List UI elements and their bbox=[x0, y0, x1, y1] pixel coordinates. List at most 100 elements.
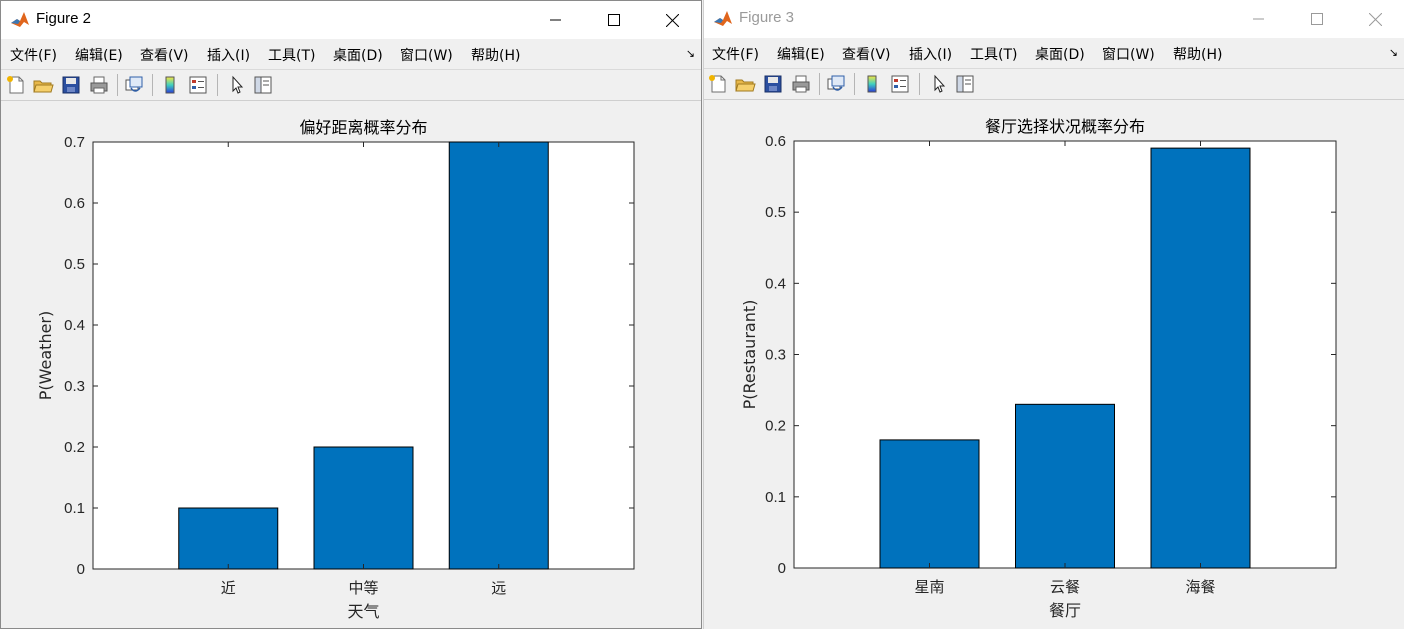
new-file-icon[interactable] bbox=[5, 74, 27, 96]
new-file-icon[interactable] bbox=[707, 73, 729, 95]
minimize-button[interactable] bbox=[1230, 0, 1288, 38]
print-icon[interactable] bbox=[790, 73, 812, 95]
menu-desktop[interactable]: 桌面(D) bbox=[333, 48, 383, 64]
toolbar-separator bbox=[819, 73, 820, 95]
y-tick-label: 0.1 bbox=[765, 489, 786, 506]
menu-tools[interactable]: 工具(T) bbox=[268, 48, 316, 64]
menu-view[interactable]: 查看(V) bbox=[842, 47, 891, 63]
menu-file[interactable]: 文件(F) bbox=[712, 47, 759, 63]
menu-help[interactable]: 帮助(H) bbox=[471, 48, 521, 64]
y-tick-label: 0.6 bbox=[765, 133, 786, 150]
window-title: Figure 2 bbox=[36, 10, 92, 27]
menu-insert[interactable]: 插入(I) bbox=[909, 47, 953, 63]
menu-tools[interactable]: 工具(T) bbox=[970, 47, 1018, 63]
y-tick-label: 0.5 bbox=[765, 204, 786, 221]
legend-icon[interactable] bbox=[187, 74, 209, 96]
bar[interactable] bbox=[448, 141, 549, 570]
maximize-icon bbox=[608, 14, 620, 26]
dock-arrow-icon[interactable]: ↘ bbox=[1388, 46, 1398, 59]
save-icon[interactable] bbox=[762, 73, 784, 95]
chart-title: 偏好距离概率分布 bbox=[299, 118, 427, 137]
menu-window[interactable]: 窗口(W) bbox=[400, 48, 453, 64]
minimize-button[interactable] bbox=[527, 1, 585, 39]
menu-edit[interactable]: 编辑(E) bbox=[75, 48, 123, 64]
menu-help[interactable]: 帮助(H) bbox=[1173, 47, 1223, 63]
y-tick-label: 0.5 bbox=[64, 256, 85, 273]
bar[interactable] bbox=[1150, 147, 1251, 569]
bar[interactable] bbox=[313, 446, 414, 570]
y-tick-label: 0 bbox=[77, 561, 85, 578]
y-tick-label: 0.3 bbox=[64, 378, 85, 395]
close-icon bbox=[665, 13, 679, 27]
menu-desktop[interactable]: 桌面(D) bbox=[1035, 47, 1085, 63]
y-tick-label: 0.4 bbox=[64, 317, 85, 334]
y-tick-label: 0.6 bbox=[64, 195, 85, 212]
title-bar[interactable]: Figure 3 bbox=[704, 0, 1404, 38]
toolbar-separator bbox=[217, 74, 218, 96]
x-tick-label: 海餐 bbox=[1185, 578, 1215, 596]
x-tick-label: 近 bbox=[221, 579, 236, 597]
maximize-button[interactable] bbox=[1288, 0, 1346, 38]
toolbar-separator bbox=[854, 73, 855, 95]
open-folder-icon[interactable] bbox=[32, 74, 54, 96]
x-tick-label: 中等 bbox=[348, 579, 378, 597]
matlab-logo-icon bbox=[11, 12, 29, 27]
figure-window: Figure 3 文件(F) 编辑(E) 查看(V) 插入(I) 工具(T) 桌… bbox=[703, 0, 1404, 629]
x-tick-label: 远 bbox=[491, 579, 506, 597]
menu-bar: 文件(F) 编辑(E) 查看(V) 插入(I) 工具(T) 桌面(D) 窗口(W… bbox=[1, 39, 701, 70]
property-editor-icon[interactable] bbox=[954, 73, 976, 95]
pointer-arrow-icon[interactable] bbox=[226, 74, 248, 96]
toolbar-separator bbox=[117, 74, 118, 96]
menu-edit[interactable]: 编辑(E) bbox=[777, 47, 825, 63]
y-tick-label: 0.1 bbox=[64, 500, 85, 517]
y-tick-label: 0.3 bbox=[765, 347, 786, 364]
link-axes-icon[interactable] bbox=[123, 74, 145, 96]
close-icon bbox=[1368, 12, 1382, 26]
bar[interactable] bbox=[1015, 403, 1115, 569]
menu-file[interactable]: 文件(F) bbox=[10, 48, 57, 64]
menu-insert[interactable]: 插入(I) bbox=[207, 48, 251, 64]
y-axis-label: P(Restaurant) bbox=[740, 300, 759, 410]
x-axis-label: 天气 bbox=[347, 602, 379, 621]
toolbar-separator bbox=[152, 74, 153, 96]
print-icon[interactable] bbox=[88, 74, 110, 96]
open-folder-icon[interactable] bbox=[734, 73, 756, 95]
x-tick-label: 云餐 bbox=[1050, 578, 1080, 596]
minimize-icon bbox=[1253, 18, 1264, 20]
bar[interactable] bbox=[178, 507, 279, 570]
toolbar bbox=[704, 69, 1404, 100]
close-button[interactable] bbox=[1346, 0, 1404, 38]
y-tick-label: 0.2 bbox=[765, 418, 786, 435]
property-editor-icon[interactable] bbox=[252, 74, 274, 96]
minimize-icon bbox=[550, 19, 561, 21]
toolbar-separator bbox=[919, 73, 920, 95]
y-tick-label: 0.4 bbox=[765, 275, 786, 292]
figure-window: Figure 2 文件(F) 编辑(E) 查看(V) 插入(I) 工具(T) 桌… bbox=[0, 0, 702, 629]
legend-icon[interactable] bbox=[889, 73, 911, 95]
y-tick-label: 0 bbox=[778, 560, 786, 577]
pointer-arrow-icon[interactable] bbox=[928, 73, 950, 95]
menu-view[interactable]: 查看(V) bbox=[140, 48, 189, 64]
close-button[interactable] bbox=[643, 1, 701, 39]
x-tick-label: 星南 bbox=[914, 578, 944, 596]
dock-arrow-icon[interactable]: ↘ bbox=[685, 47, 695, 60]
y-tick-label: 0.2 bbox=[64, 439, 85, 456]
menu-window[interactable]: 窗口(W) bbox=[1102, 47, 1155, 63]
matlab-logo-icon bbox=[714, 11, 732, 26]
toolbar bbox=[1, 70, 701, 101]
window-title: Figure 3 bbox=[739, 9, 795, 26]
x-axis-label: 餐厅 bbox=[1049, 601, 1081, 620]
maximize-button[interactable] bbox=[585, 1, 643, 39]
y-axis-label: P(Weather) bbox=[36, 311, 55, 401]
colorbar-icon[interactable] bbox=[861, 73, 883, 95]
link-axes-icon[interactable] bbox=[825, 73, 847, 95]
chart-title: 餐厅选择状况概率分布 bbox=[985, 117, 1145, 136]
menu-bar: 文件(F) 编辑(E) 查看(V) 插入(I) 工具(T) 桌面(D) 窗口(W… bbox=[704, 38, 1404, 69]
colorbar-icon[interactable] bbox=[159, 74, 181, 96]
title-bar[interactable]: Figure 2 bbox=[1, 1, 701, 39]
save-icon[interactable] bbox=[60, 74, 82, 96]
y-tick-label: 0.7 bbox=[64, 134, 85, 151]
bar[interactable] bbox=[879, 439, 980, 569]
